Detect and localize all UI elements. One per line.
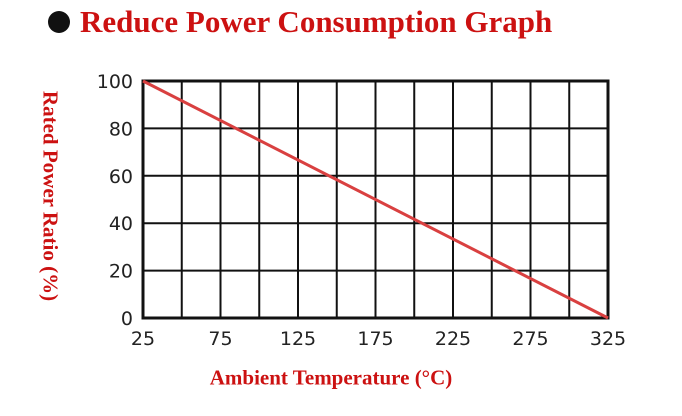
x-axis-label: Ambient Temperature (°C) xyxy=(209,365,453,390)
x-tick-label: 125 xyxy=(280,328,316,350)
x-tick-label: 325 xyxy=(590,328,626,350)
x-tick-label: 275 xyxy=(512,328,548,350)
x-tick-label: 25 xyxy=(131,328,155,350)
x-tick-label: 75 xyxy=(208,328,232,350)
y-tick-label: 0 xyxy=(121,308,133,330)
x-tick-label: 175 xyxy=(357,328,393,350)
title-row: Reduce Power Consumption Graph xyxy=(48,2,552,42)
y-tick-label: 60 xyxy=(109,166,133,188)
y-tick-label: 100 xyxy=(97,71,133,93)
plot-border xyxy=(141,79,610,320)
y-tick-label: 20 xyxy=(109,261,133,283)
bullet-icon xyxy=(48,11,70,33)
y-tick-label: 40 xyxy=(109,213,133,235)
series-line xyxy=(142,79,609,320)
chart-title: Reduce Power Consumption Graph xyxy=(80,4,553,39)
y-tick-label: 80 xyxy=(109,118,133,140)
x-tick-label: 225 xyxy=(435,328,471,350)
